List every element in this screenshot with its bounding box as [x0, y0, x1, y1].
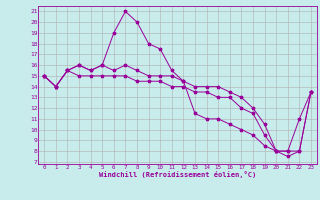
X-axis label: Windchill (Refroidissement éolien,°C): Windchill (Refroidissement éolien,°C): [99, 171, 256, 178]
